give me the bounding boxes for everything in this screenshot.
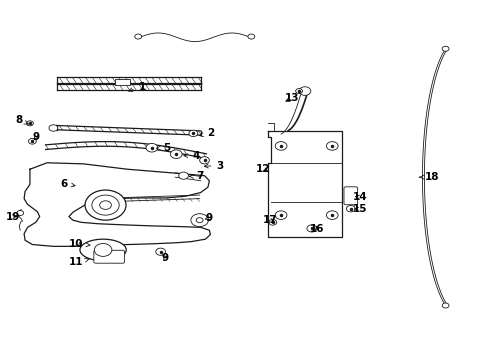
Text: 7: 7 (189, 171, 203, 181)
Circle shape (199, 157, 209, 164)
Text: 10: 10 (69, 239, 90, 249)
Circle shape (100, 201, 111, 210)
Text: 1: 1 (128, 82, 145, 92)
Circle shape (268, 220, 276, 225)
Text: 11: 11 (69, 257, 89, 267)
Circle shape (295, 89, 302, 94)
Circle shape (17, 211, 23, 216)
FancyBboxPatch shape (115, 79, 130, 85)
Circle shape (346, 206, 354, 212)
Circle shape (178, 172, 188, 179)
Circle shape (247, 34, 254, 39)
FancyBboxPatch shape (94, 250, 124, 263)
Circle shape (275, 141, 286, 150)
Text: 15: 15 (352, 204, 367, 215)
Circle shape (190, 214, 208, 226)
Circle shape (49, 125, 58, 131)
Text: 4: 4 (183, 150, 199, 161)
Circle shape (170, 150, 182, 158)
Text: 8: 8 (16, 115, 28, 125)
Ellipse shape (80, 239, 126, 261)
Text: 2: 2 (199, 129, 214, 138)
Text: 12: 12 (255, 164, 270, 174)
Text: 6: 6 (61, 179, 75, 189)
Text: 9: 9 (162, 253, 169, 263)
Circle shape (306, 225, 316, 232)
Circle shape (94, 243, 112, 256)
Text: 3: 3 (204, 161, 224, 171)
Text: 9: 9 (205, 213, 212, 222)
Text: 5: 5 (156, 143, 170, 153)
Circle shape (275, 211, 286, 220)
Text: 18: 18 (419, 172, 439, 182)
Text: 9: 9 (32, 132, 40, 142)
Circle shape (441, 46, 448, 51)
Circle shape (326, 141, 337, 150)
Circle shape (92, 195, 119, 215)
Circle shape (146, 143, 158, 152)
Circle shape (135, 34, 142, 39)
Circle shape (26, 121, 33, 126)
Circle shape (196, 218, 203, 223)
FancyBboxPatch shape (343, 187, 357, 205)
Text: 14: 14 (352, 192, 367, 202)
Circle shape (28, 138, 36, 144)
Circle shape (441, 303, 448, 308)
Circle shape (156, 248, 165, 255)
Text: 16: 16 (309, 225, 323, 234)
Circle shape (188, 130, 197, 136)
Text: 19: 19 (6, 212, 20, 221)
Text: 13: 13 (285, 93, 299, 103)
Circle shape (326, 211, 337, 220)
Text: 17: 17 (262, 215, 277, 225)
Circle shape (299, 87, 310, 95)
Circle shape (85, 190, 126, 220)
